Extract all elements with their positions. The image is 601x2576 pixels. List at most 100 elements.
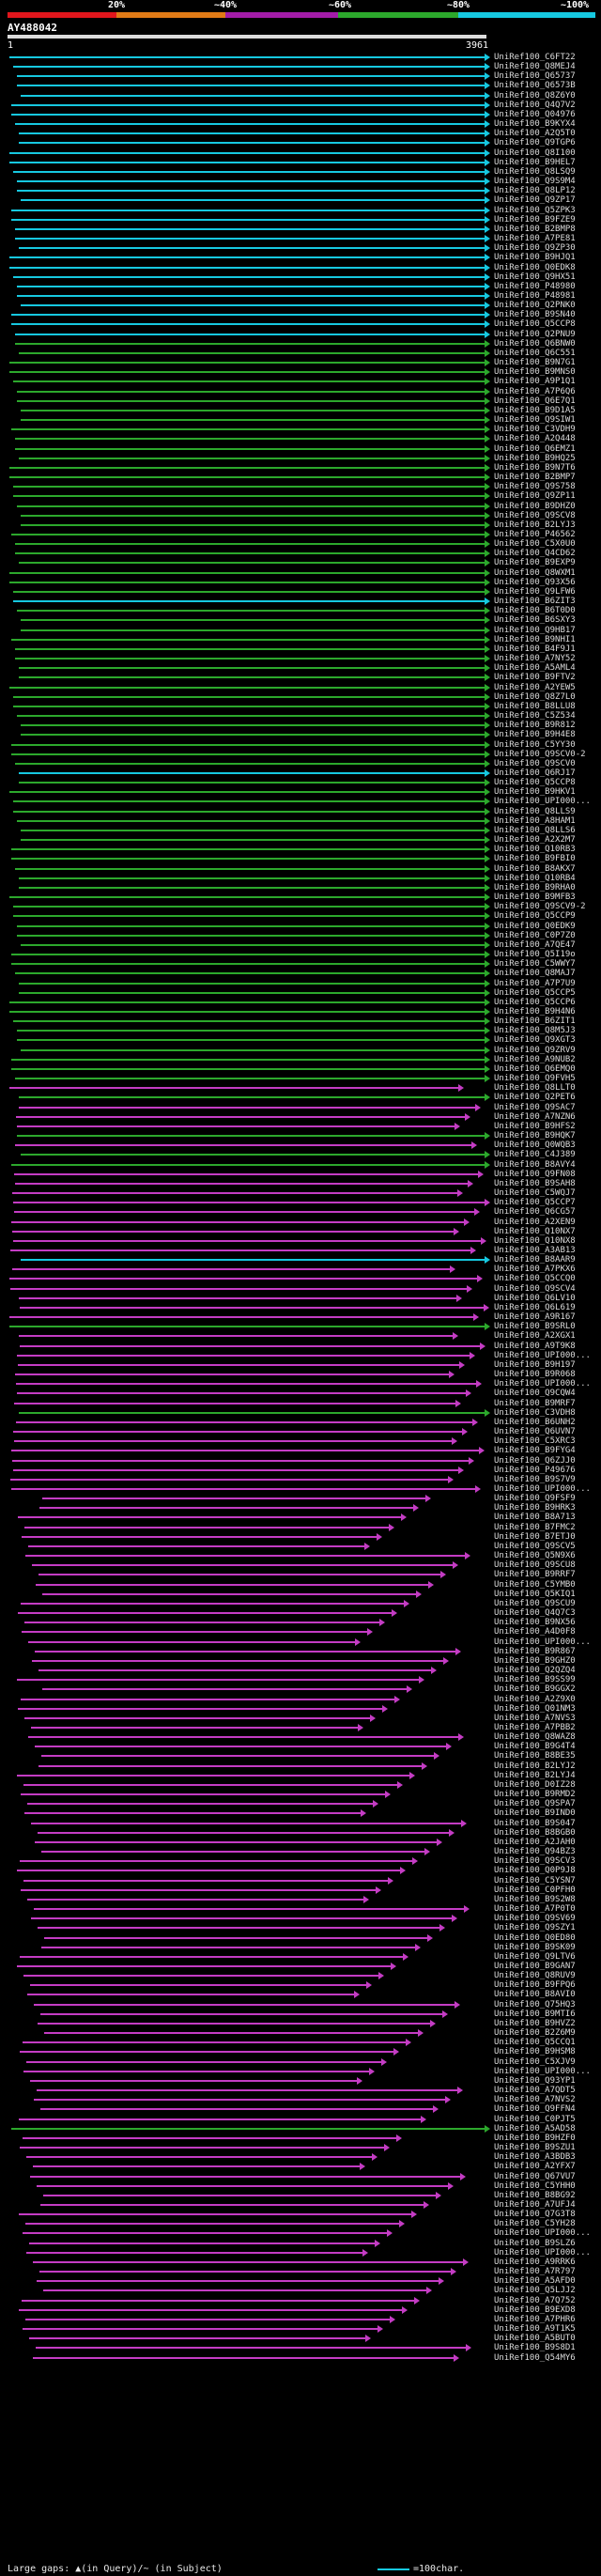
hit-label[interactable]: UniRef100_Q8MAJ7 (494, 969, 576, 979)
hit-label[interactable]: UniRef100_Q5CCP9 (494, 911, 576, 922)
hit-label[interactable]: UniRef100_Q5CCQ0 (494, 1274, 576, 1284)
hit-row[interactable]: UniRef100_A5AD58 (0, 2124, 601, 2134)
hit-row[interactable]: UniRef100_A7R797 (0, 2267, 601, 2276)
hit-label[interactable]: UniRef100_B9SS99 (494, 1675, 576, 1685)
hit-row[interactable]: UniRef100_B9S047 (0, 1819, 601, 1828)
hit-label[interactable]: UniRef100_B6T0D0 (494, 606, 576, 616)
hit-label[interactable]: UniRef100_A7P0T0 (494, 1904, 576, 1915)
hit-label[interactable]: UniRef100_P49676 (494, 1465, 576, 1475)
hit-row[interactable]: UniRef100_B9SK09 (0, 1943, 601, 1952)
hit-label[interactable]: UniRef100_UPI000... (494, 1637, 591, 1647)
hit-label[interactable]: UniRef100_B9MTI6 (494, 2009, 576, 2019)
hit-row[interactable]: UniRef100_Q6EMZ1 (0, 444, 601, 454)
hit-row[interactable]: UniRef100_Q9SCV0-2 (0, 750, 601, 759)
hit-row[interactable]: UniRef100_B9KYX4 (0, 119, 601, 129)
hit-label[interactable]: UniRef100_Q9SV69 (494, 1914, 576, 1924)
hit-label[interactable]: UniRef100_Q7G3T8 (494, 2210, 576, 2220)
hit-label[interactable]: UniRef100_A3BDB3 (494, 2152, 576, 2163)
hit-row[interactable]: UniRef100_P48980 (0, 282, 601, 291)
hit-row[interactable]: UniRef100_Q2PET6 (0, 1093, 601, 1102)
hit-label[interactable]: UniRef100_A4D0F8 (494, 1627, 576, 1637)
hit-label[interactable]: UniRef100_A7Q752 (494, 2295, 576, 2305)
hit-label[interactable]: UniRef100_B8BG92 (494, 2190, 576, 2200)
hit-label[interactable]: UniRef100_B9GGX2 (494, 1684, 576, 1695)
hit-label[interactable]: UniRef100_Q2PNK0 (494, 301, 576, 311)
hit-row[interactable]: UniRef100_D0IZ28 (0, 1780, 601, 1790)
hit-label[interactable]: UniRef100_Q9SCV3 (494, 1856, 576, 1867)
hit-row[interactable]: UniRef100_C5YHH0 (0, 2181, 601, 2191)
hit-row[interactable]: UniRef100_B6SXY3 (0, 615, 601, 625)
hit-label[interactable]: UniRef100_A2XGX1 (494, 1331, 576, 1342)
hit-label[interactable]: UniRef100_Q10NX7 (494, 1226, 576, 1236)
hit-row[interactable]: UniRef100_P49676 (0, 1466, 601, 1475)
hit-row[interactable]: UniRef100_Q9S9M4 (0, 177, 601, 186)
hit-row[interactable]: UniRef100_UPI000... (0, 797, 601, 806)
hit-row[interactable]: UniRef100_Q6BNW0 (0, 339, 601, 349)
hit-label[interactable]: UniRef100_Q5N9X6 (494, 1551, 576, 1561)
hit-row[interactable]: UniRef100_A7NVS3 (0, 1714, 601, 1723)
hit-row[interactable]: UniRef100_B6UNH2 (0, 1418, 601, 1427)
hit-row[interactable]: UniRef100_Q8Z6Y0 (0, 91, 601, 101)
hit-row[interactable]: UniRef100_B9S7V9 (0, 1475, 601, 1484)
hit-label[interactable]: UniRef100_B9NHI1 (494, 634, 576, 644)
hit-label[interactable]: UniRef100_Q5CCP8 (494, 778, 576, 788)
hit-label[interactable]: UniRef100_Q0P9J8 (494, 1866, 576, 1876)
hit-label[interactable]: UniRef100_Q6LV10 (494, 1293, 576, 1303)
hit-row[interactable]: UniRef100_A2X2M7 (0, 835, 601, 845)
hit-row[interactable]: UniRef100_A2Q448 (0, 434, 601, 443)
hit-row[interactable]: UniRef100_B9NX56 (0, 1618, 601, 1627)
hit-label[interactable]: UniRef100_C0PFH0 (494, 1885, 576, 1895)
hit-row[interactable]: UniRef100_C0P7Z0 (0, 931, 601, 940)
hit-label[interactable]: UniRef100_B9HQK7 (494, 1131, 576, 1141)
hit-row[interactable]: UniRef100_Q8WXM1 (0, 568, 601, 578)
hit-label[interactable]: UniRef100_B4F9J1 (494, 644, 576, 654)
hit-label[interactable]: UniRef100_Q5CCP7 (494, 1198, 576, 1208)
hit-label[interactable]: UniRef100_B6UNH2 (494, 1417, 576, 1427)
hit-label[interactable]: UniRef100_Q8M5J3 (494, 1026, 576, 1036)
hit-label[interactable]: UniRef100_B9EXP9 (494, 558, 576, 568)
hit-label[interactable]: UniRef100_B6ZIT3 (494, 597, 576, 607)
hit-label[interactable]: UniRef100_Q6L619 (494, 1302, 576, 1312)
hit-label[interactable]: UniRef100_A7PBB2 (494, 1723, 576, 1732)
hit-row[interactable]: UniRef100_B9IND0 (0, 1808, 601, 1818)
hit-row[interactable]: UniRef100_P48981 (0, 291, 601, 301)
hit-row[interactable]: UniRef100_Q9SIW1 (0, 415, 601, 425)
hit-row[interactable]: UniRef100_Q9ZP11 (0, 491, 601, 501)
hit-label[interactable]: UniRef100_B9HSM8 (494, 2047, 576, 2057)
hit-label[interactable]: UniRef100_B9HJQ1 (494, 253, 576, 263)
hit-label[interactable]: UniRef100_B9MNS0 (494, 367, 576, 378)
hit-label[interactable]: UniRef100_Q9SCV5 (494, 1541, 576, 1551)
hit-row[interactable]: UniRef100_B8BG92 (0, 2191, 601, 2200)
hit-label[interactable]: UniRef100_Q8RUV9 (494, 1971, 576, 1981)
hit-row[interactable]: UniRef100_Q10NX8 (0, 1236, 601, 1246)
hit-label[interactable]: UniRef100_A2XEN9 (494, 1217, 576, 1227)
hit-row[interactable]: UniRef100_Q75HQ3 (0, 2000, 601, 2010)
hit-label[interactable]: UniRef100_Q9HB17 (494, 625, 576, 635)
hit-row[interactable]: UniRef100_Q9ZP30 (0, 243, 601, 253)
hit-label[interactable]: UniRef100_A9R167 (494, 1312, 576, 1323)
hit-label[interactable]: UniRef100_A2YFX7 (494, 2162, 576, 2172)
hit-row[interactable]: UniRef100_Q5CCQ1 (0, 2038, 601, 2047)
hit-row[interactable]: UniRef100_Q6RJ17 (0, 768, 601, 778)
hit-label[interactable]: UniRef100_B9FYG4 (494, 1446, 576, 1456)
hit-label[interactable]: UniRef100_B9EXD8 (494, 2304, 576, 2315)
hit-row[interactable]: UniRef100_Q9LFW6 (0, 587, 601, 597)
hit-label[interactable]: UniRef100_Q5KIQ1 (494, 1589, 576, 1599)
hit-label[interactable]: UniRef100_C5YMB0 (494, 1579, 576, 1590)
hit-label[interactable]: UniRef100_B8BE35 (494, 1751, 576, 1761)
hit-row[interactable]: UniRef100_B9G4T4 (0, 1742, 601, 1751)
hit-label[interactable]: UniRef100_A8HAM1 (494, 815, 576, 826)
hit-row[interactable]: UniRef100_Q5CCP7 (0, 1198, 601, 1207)
hit-row[interactable]: UniRef100_B9HRK3 (0, 1503, 601, 1513)
hit-row[interactable]: UniRef100_Q8WAZ8 (0, 1732, 601, 1742)
hit-row[interactable]: UniRef100_C5YY30 (0, 740, 601, 750)
hit-label[interactable]: UniRef100_A9NUB2 (494, 1054, 576, 1064)
hit-label[interactable]: UniRef100_Q10RB3 (494, 845, 576, 855)
hit-label[interactable]: UniRef100_A2YEW5 (494, 682, 576, 692)
hit-row[interactable]: UniRef100_Q9HB17 (0, 626, 601, 635)
hit-label[interactable]: UniRef100_Q8LSQ9 (494, 166, 576, 177)
hit-row[interactable]: UniRef100_Q04976 (0, 110, 601, 119)
hit-label[interactable]: UniRef100_A9T9K8 (494, 1341, 576, 1351)
hit-row[interactable]: UniRef100_A9T9K8 (0, 1342, 601, 1351)
hit-row[interactable]: UniRef100_Q6C551 (0, 349, 601, 358)
